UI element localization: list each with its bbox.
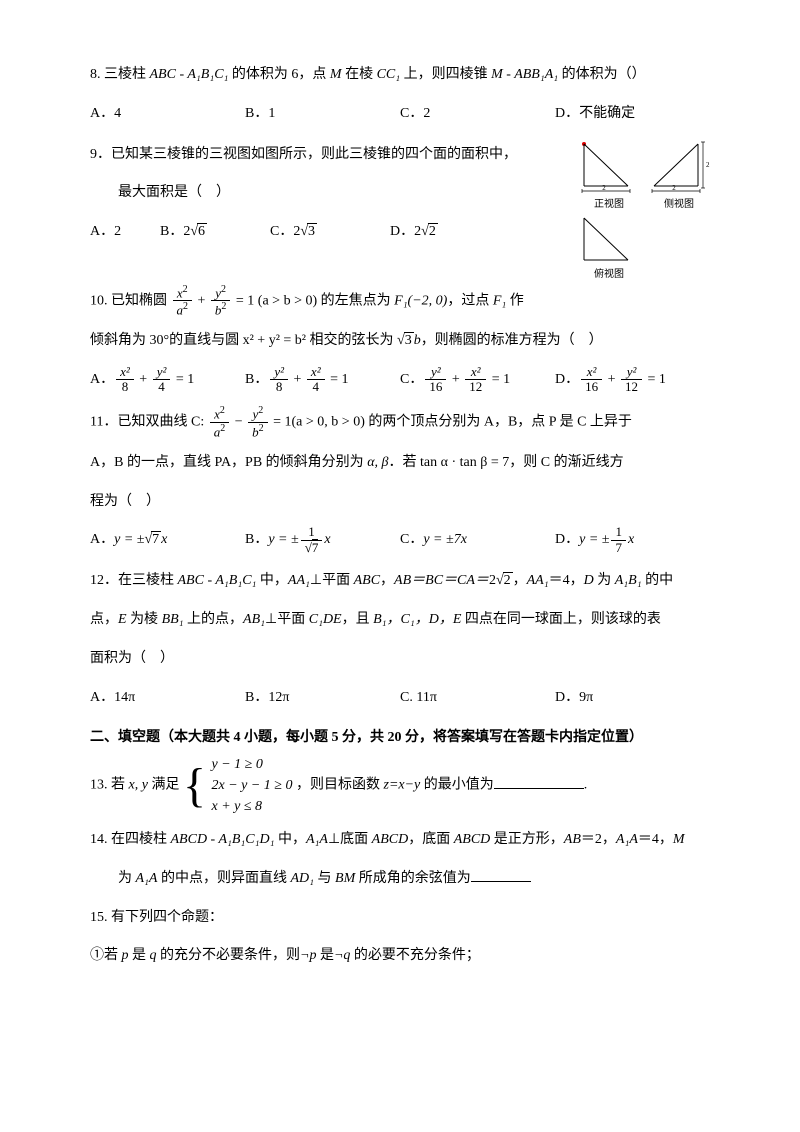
q12-opt-d: D．9π — [555, 683, 710, 714]
question-15: 15. 有下列四个命题： — [90, 903, 710, 934]
question-11: 11．已知双曲线 C: x2a2 − y2b2 = 1(a > 0, b > 0… — [90, 405, 710, 439]
dim-label: 2 — [672, 184, 676, 192]
q9-opt-b: B．26 — [160, 217, 270, 248]
front-view-label: 正视图 — [578, 200, 640, 210]
top-view-fig: 俯视图 — [578, 214, 640, 280]
question-11-line3: 程为（ ） — [90, 487, 710, 518]
q9-opt-a: A．2 — [90, 217, 160, 248]
question-11-line2: A，B 的一点，直线 PA，PB 的倾斜角分别为 α, β．若 tan α · … — [90, 448, 710, 479]
q8-text: 8. 三棱柱 — [90, 67, 150, 82]
q10-opt-a: A．x²8 + y²4 = 1 — [90, 365, 245, 396]
q9-options: A．2 B．26 C．23 D．22 — [90, 217, 568, 248]
dim-label: 2 — [706, 161, 710, 169]
question-10: 10. 已知椭圆 x2a2 + y2b2 = 1 (a > b > 0) 的左焦… — [90, 284, 710, 318]
q8-opt-a: A．4 — [90, 99, 245, 130]
q10-options: A．x²8 + y²4 = 1 B．y²8 + x²4 = 1 C．y²16 +… — [90, 365, 710, 396]
q11-opt-c: C．y = ±7x — [400, 525, 555, 556]
question-10-line2: 倾斜角为 30°的直线与圆 x² + y² = b² 相交的弦长为 3b，则椭圆… — [90, 326, 710, 357]
q9-opt-c: C．23 — [270, 217, 390, 248]
q11-opt-b: B．y = ±1√7x — [245, 525, 400, 556]
section-2-header: 二、填空题（本大题共 4 小题，每小题 5 分，共 20 分，将答案填写在答题卡… — [90, 723, 710, 754]
side-view-fig: 2 2 侧视图 — [648, 140, 710, 210]
q12-options: A．14π B．12π C. 11π D．9π — [90, 683, 710, 714]
q10-opt-b: B．y²8 + x²4 = 1 — [245, 365, 400, 396]
q10-opt-c: C．y²16 + x²12 = 1 — [400, 365, 555, 396]
q12-opt-b: B．12π — [245, 683, 400, 714]
q8-opt-d: D．不能确定 — [555, 99, 710, 130]
q10-opt-d: D．x²16 + y²12 = 1 — [555, 365, 710, 396]
blank-14 — [471, 867, 531, 882]
side-view-label: 侧视图 — [648, 200, 710, 210]
q11-options: A．y = ±7x B．y = ±1√7x C．y = ±7x D．y = ±1… — [90, 525, 710, 556]
q11-opt-d: D．y = ±17x — [555, 525, 710, 556]
q8-opt-c: C．2 — [400, 99, 555, 130]
question-14: 14. 在四棱柱 ABCD - A₁B₁C₁D₁ 中，A₁A⊥底面 ABCD，底… — [90, 825, 710, 856]
question-8: 8. 三棱柱 ABC - A₁B₁C₁ 的体积为 6，点 M 在棱 CC₁ 上，… — [90, 60, 710, 91]
question-12-line3: 面积为（ ） — [90, 644, 710, 675]
question-12-line2: 点，E 为棱 BB₁ 上的点，AB₁⊥平面 C₁DE，且 B₁，C₁，D，E 四… — [90, 605, 710, 636]
q8-opt-b: B．1 — [245, 99, 400, 130]
q9-figures: 2 正视图 2 2 侧视图 — [578, 140, 710, 284]
front-view-fig: 2 正视图 — [578, 140, 640, 210]
dim-label: 2 — [602, 184, 606, 192]
top-view-label: 俯视图 — [578, 270, 640, 280]
q11-opt-a: A．y = ±7x — [90, 525, 245, 556]
blank-13 — [494, 774, 584, 789]
question-14-line2: 为 A₁A 的中点，则异面直线 AD₁ 与 BM 所成角的余弦值为 — [118, 864, 710, 895]
q8-prism: ABC - A₁B₁C₁ — [150, 67, 229, 82]
question-12: 12．在三棱柱 ABC - A₁B₁C₁ 中，AA₁⊥平面 ABC，AB＝BC＝… — [90, 566, 710, 597]
q9-opt-d: D．22 — [390, 217, 500, 248]
q8-options: A．4 B．1 C．2 D．不能确定 — [90, 99, 710, 130]
q12-opt-a: A．14π — [90, 683, 245, 714]
question-15-item1: ①若 p 是 q 的充分不必要条件，则¬p 是¬q 的必要不充分条件； — [90, 941, 710, 972]
question-13: 13. 若 x, y 满足 { y − 1 ≥ 0 2x − y − 1 ≥ 0… — [90, 754, 710, 817]
q12-opt-c: C. 11π — [400, 683, 555, 714]
